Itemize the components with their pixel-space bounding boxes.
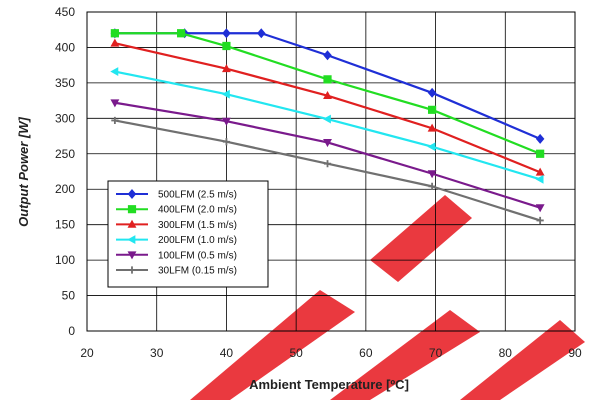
y-tick-label: 0 (68, 324, 75, 338)
data-point (221, 64, 231, 73)
data-point (222, 28, 231, 39)
legend-entry: 30LFM (0.15 m/s) (116, 266, 237, 277)
y-axis-ticks: 0 50 100 150 200 250 300 350 400 450 (55, 5, 75, 338)
data-point (535, 133, 545, 144)
x-axis-label: Ambient Temperature [ºC] (249, 377, 409, 392)
data-point (535, 174, 544, 184)
x-tick-label: 60 (359, 346, 373, 360)
data-point (323, 75, 332, 84)
x-axis-ticks: 20 30 40 50 60 70 80 90 (80, 346, 582, 360)
data-point (535, 167, 545, 176)
legend-label: 100LFM (0.5 m/s) (158, 250, 237, 261)
legend-marker (127, 235, 136, 245)
plot-frame (86, 11, 576, 332)
data-point (427, 170, 437, 179)
x-tick-label: 30 (150, 346, 164, 360)
y-tick-label: 250 (55, 147, 75, 161)
y-tick-label: 50 (62, 289, 76, 303)
x-tick-label: 50 (289, 346, 303, 360)
series-line (114, 32, 541, 155)
data-point (427, 142, 436, 152)
y-axis-label: Output Power [W] (16, 116, 31, 226)
data-point (427, 87, 437, 98)
x-tick-label: 40 (220, 346, 234, 360)
data-point (323, 160, 332, 168)
series-line (114, 42, 541, 174)
legend-label: 400LFM (2.0 m/s) (158, 205, 237, 216)
legend: 500LFM (2.5 m/s) 400LFM (2.0 m/s) 300LFM (… (107, 180, 269, 288)
legend-label: 200LFM (1.0 m/s) (158, 235, 237, 246)
legend-entry: 100LFM (0.5 m/s) (116, 250, 237, 261)
legend-label: 30LFM (0.15 m/s) (158, 266, 237, 277)
y-tick-label: 100 (55, 253, 75, 267)
data-point (257, 28, 266, 39)
y-tick-label: 200 (55, 182, 75, 196)
series-layer (110, 28, 545, 225)
data-point (177, 29, 186, 38)
series-4 (110, 67, 544, 184)
data-point (427, 123, 437, 132)
data-point (222, 138, 231, 146)
legend-entry: 200LFM (1.0 m/s) (116, 235, 237, 246)
data-point (110, 99, 120, 108)
data-point (323, 50, 332, 61)
series-1 (110, 28, 545, 144)
legend-entry: 300LFM (1.5 m/s) (116, 219, 237, 231)
y-tick-label: 300 (55, 111, 75, 125)
data-point (536, 216, 544, 225)
legend-entry: 400LFM (2.0 m/s) (116, 205, 237, 216)
series-2 (110, 29, 545, 158)
data-point (323, 139, 332, 148)
x-tick-label: 90 (568, 346, 582, 360)
legend-marker (127, 205, 137, 214)
data-point (111, 116, 119, 125)
x-tick-label: 80 (499, 346, 513, 360)
data-point (427, 105, 437, 114)
legend-label: 300LFM (1.5 m/s) (158, 220, 237, 231)
y-tick-label: 350 (55, 76, 75, 90)
series-line (114, 32, 541, 140)
y-tick-label: 150 (55, 218, 75, 232)
y-tick-label: 450 (55, 5, 75, 19)
legend-marker (127, 189, 137, 199)
legend-marker (127, 251, 137, 260)
series-6 (111, 116, 544, 225)
series-5 (110, 99, 545, 213)
data-point (322, 114, 331, 124)
data-point (535, 204, 545, 213)
legend-label: 500LFM (2.5 m/s) (158, 190, 237, 201)
x-tick-label: 20 (80, 346, 94, 360)
x-tick-label: 70 (429, 346, 443, 360)
data-point (222, 41, 231, 51)
legend-marker (128, 266, 136, 274)
data-point (536, 149, 545, 158)
data-point (428, 182, 436, 190)
data-point (110, 67, 119, 76)
data-point (221, 117, 231, 126)
legend-marker (127, 219, 137, 228)
data-point (110, 38, 120, 47)
watermark (190, 195, 585, 400)
series-3 (110, 38, 545, 176)
data-point (323, 91, 332, 100)
legend-entry: 500LFM (2.5 m/s) (116, 189, 237, 201)
y-tick-label: 400 (55, 40, 75, 54)
data-point (221, 89, 230, 99)
data-point (110, 29, 119, 38)
